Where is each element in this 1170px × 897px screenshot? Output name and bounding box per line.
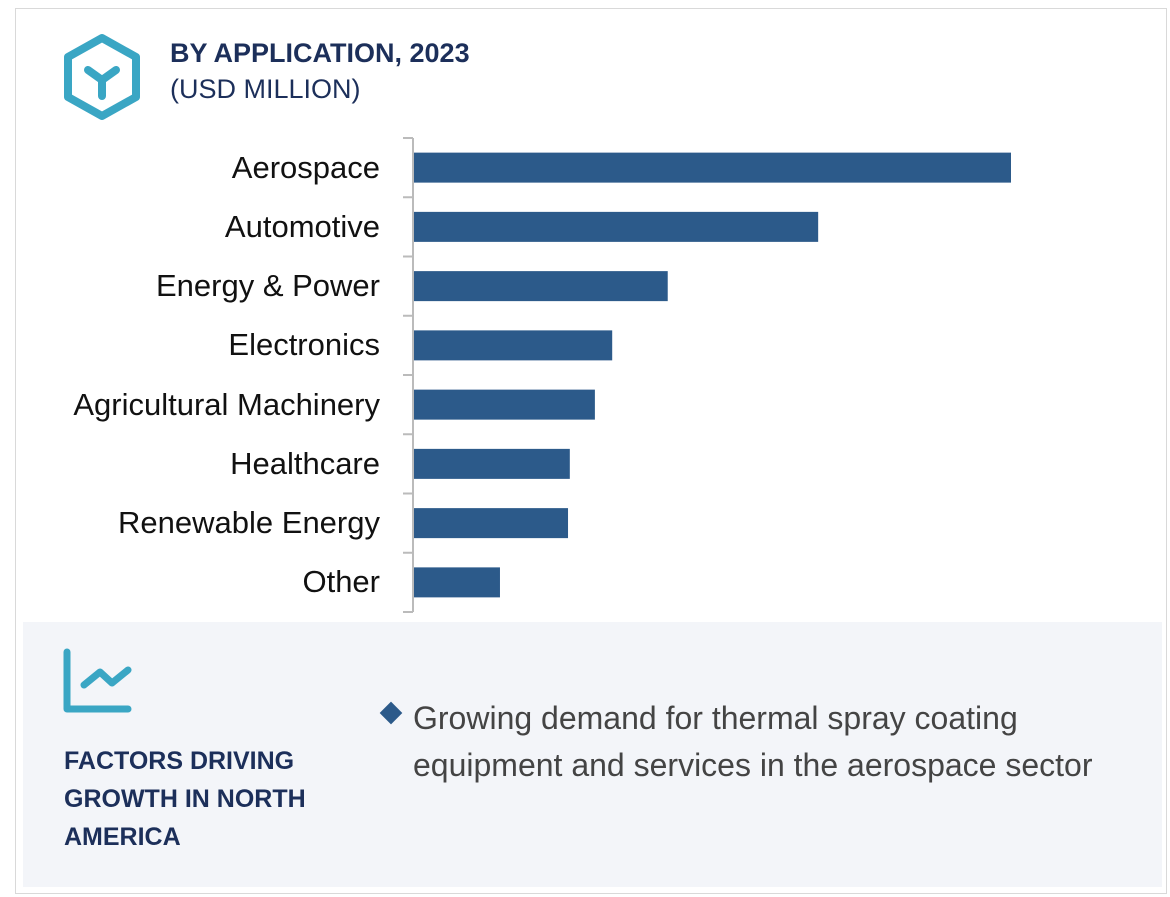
bar-aerospace xyxy=(414,152,1011,183)
category-label: Agricultural Machinery xyxy=(73,386,380,422)
chart-subtitle: (USD MILLION) xyxy=(170,74,361,104)
hexagon-y-icon xyxy=(64,34,140,120)
line-chart-icon xyxy=(63,648,132,713)
card-frame xyxy=(15,8,1167,894)
category-label: Renewable Energy xyxy=(118,505,380,541)
bar-electronics xyxy=(414,330,613,361)
chart-title: BY APPLICATION, 2023 xyxy=(170,38,470,68)
bullet-text: Growing demand for thermal spray coating… xyxy=(413,700,1093,783)
factors-heading: FACTORS DRIVING GROWTH IN NORTH AMERICA xyxy=(64,747,306,851)
bar-chart xyxy=(403,137,1011,613)
diamond-bullet-icon xyxy=(379,701,403,725)
category-label: Electronics xyxy=(228,327,380,363)
category-label: Healthcare xyxy=(230,445,380,481)
bar-automotive xyxy=(414,211,819,242)
bullet-item: Growing demand for thermal spray coating… xyxy=(379,695,1093,789)
bar-agricultural-machinery xyxy=(414,389,595,420)
bar-healthcare xyxy=(414,448,570,479)
category-label: Aerospace xyxy=(231,149,380,185)
factors-panel xyxy=(23,622,1162,887)
bar-energy-power xyxy=(414,271,668,302)
bar-other xyxy=(414,567,500,598)
category-label: Energy & Power xyxy=(156,268,380,304)
bar-renewable-energy xyxy=(414,508,569,539)
category-label: Automotive xyxy=(224,208,380,244)
category-label: Other xyxy=(302,564,380,600)
